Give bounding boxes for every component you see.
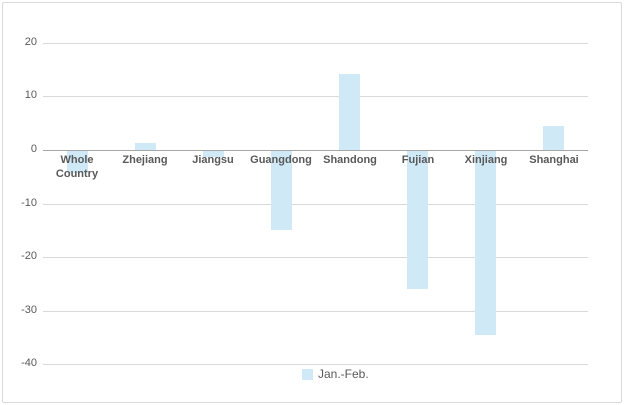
category-label: Guangdong bbox=[250, 154, 312, 166]
gridline bbox=[43, 364, 588, 365]
y-axis-tick-label: -10 bbox=[21, 197, 37, 209]
bar bbox=[339, 74, 360, 150]
gridline bbox=[43, 257, 588, 258]
bar bbox=[67, 151, 88, 173]
legend: Jan.-Feb. bbox=[302, 367, 369, 381]
bar bbox=[135, 143, 156, 150]
legend-label: Jan.-Feb. bbox=[318, 367, 369, 381]
category-label: Jiangsu bbox=[192, 154, 234, 166]
y-axis-tick-label: -20 bbox=[21, 250, 37, 262]
category-label: Shanghai bbox=[529, 154, 579, 166]
gridline bbox=[43, 96, 588, 97]
gridline bbox=[43, 204, 588, 205]
y-axis-tick-label: 0 bbox=[30, 143, 37, 155]
gridline bbox=[43, 43, 588, 44]
y-axis-tick-label: -40 bbox=[21, 357, 37, 369]
bar bbox=[543, 126, 564, 150]
bar bbox=[475, 151, 496, 335]
y-axis-tick-label: 10 bbox=[24, 89, 37, 101]
bar bbox=[203, 151, 224, 157]
category-label: Shandong bbox=[323, 154, 377, 166]
category-label: Xinjiang bbox=[464, 154, 508, 166]
gridline bbox=[43, 311, 588, 312]
y-axis-tick-label: 20 bbox=[24, 36, 37, 48]
bar bbox=[271, 151, 292, 230]
legend-swatch bbox=[302, 368, 313, 380]
category-label: Fujian bbox=[401, 154, 435, 166]
x-axis-line bbox=[43, 150, 588, 151]
category-label: Whole Country bbox=[55, 154, 99, 180]
category-label: Zhejiang bbox=[122, 154, 168, 166]
bar bbox=[407, 151, 428, 289]
y-axis-tick-label: -30 bbox=[21, 304, 37, 316]
